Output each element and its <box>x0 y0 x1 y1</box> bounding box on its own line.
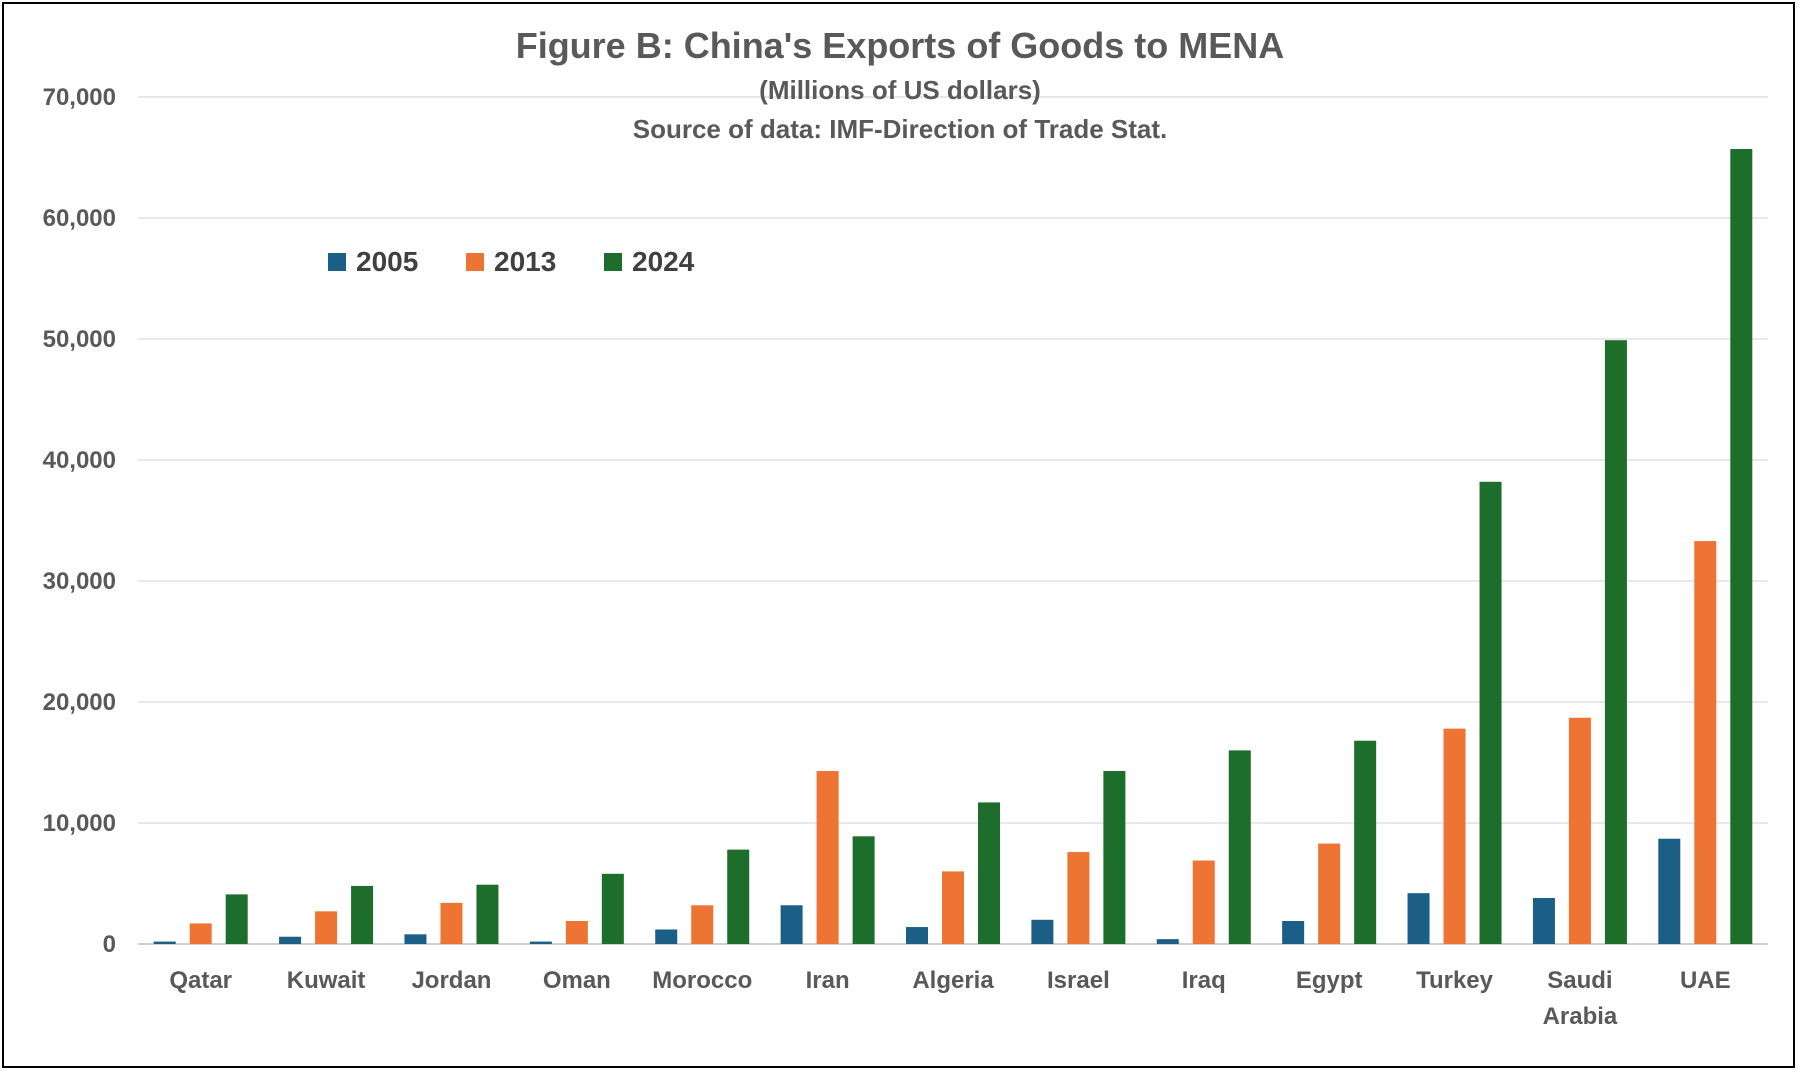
x-tick-label: Morocco <box>652 967 752 994</box>
y-tick-label: 60,000 <box>43 205 116 232</box>
legend-swatch-2013 <box>466 253 484 271</box>
y-tick-label: 50,000 <box>43 326 116 353</box>
bar-2013-jordan <box>440 902 463 944</box>
bar-2005-jordan <box>404 934 427 944</box>
bar-2013-algeria <box>942 871 964 944</box>
bar-2024-algeria <box>978 802 1000 944</box>
legend-swatch-2005 <box>328 253 346 271</box>
y-axis-ticks: 0 10,000 20,000 30,000 40,000 50,000 60,000 70,… <box>43 84 116 958</box>
x-tick-label: Saudi Arabia <box>1543 967 1618 1030</box>
bar-2013-egypt <box>1318 843 1341 944</box>
x-axis-ticks: Qatar Kuwait Jordan Oman Morocco Iran Algeria I… <box>169 967 1730 1030</box>
bar-2024-iran <box>852 836 875 944</box>
bar-2005-iran <box>780 905 803 944</box>
bar-2013-turkey <box>1443 728 1466 944</box>
bar-2005-morocco <box>655 929 678 944</box>
bar-2005-oman <box>529 941 552 944</box>
bar-2024-kuwait <box>351 885 374 944</box>
y-tick-label: 70,000 <box>43 84 116 111</box>
bar-2024-saudi-arabia <box>1604 340 1627 945</box>
bar-2013-uae <box>1694 541 1717 944</box>
bar-2005-kuwait <box>279 936 302 944</box>
y-tick-label: 10,000 <box>43 810 116 837</box>
bar-2024-uae <box>1730 149 1753 944</box>
chart-subtitle: (Millions of US dollars) <box>759 75 1041 105</box>
legend: 2005 2013 2024 <box>328 246 695 277</box>
bars <box>153 149 1753 945</box>
y-tick-label: 30,000 <box>43 568 116 595</box>
bar-2005-turkey <box>1407 893 1430 944</box>
x-tick-label: Iraq <box>1182 967 1226 994</box>
chart-source: Source of data: IMF-Direction of Trade S… <box>633 114 1168 144</box>
bar-2005-algeria <box>906 927 928 944</box>
x-tick-label: Kuwait <box>287 967 366 994</box>
bar-2024-qatar <box>225 894 248 944</box>
bar-2024-iraq <box>1228 750 1251 944</box>
bar-2005-israel <box>1031 919 1054 944</box>
gridlines <box>138 96 1768 945</box>
bar-2024-morocco <box>727 849 750 944</box>
bar-2013-israel <box>1067 852 1090 944</box>
bar-2024-jordan <box>476 884 499 944</box>
bar-2013-kuwait <box>315 911 338 944</box>
bar-2013-saudi-arabia <box>1568 717 1591 944</box>
x-tick-label: Turkey <box>1416 967 1494 994</box>
bar-2005-iraq <box>1156 939 1179 944</box>
bar-2005-saudi-arabia <box>1532 898 1555 944</box>
bar-2013-oman <box>565 921 588 944</box>
bar-2005-egypt <box>1282 921 1305 944</box>
legend-label-2013: 2013 <box>494 246 556 277</box>
bar-2024-egypt <box>1354 740 1377 944</box>
x-tick-label: Qatar <box>169 967 232 994</box>
legend-swatch-2024 <box>604 253 622 271</box>
y-tick-label: 0 <box>103 931 116 958</box>
legend-label-2005: 2005 <box>356 246 418 277</box>
x-tick-label: Egypt <box>1296 967 1363 994</box>
x-tick-label: Jordan <box>411 967 491 994</box>
legend-label-2024: 2024 <box>632 246 695 277</box>
y-tick-label: 20,000 <box>43 689 116 716</box>
bar-2013-iraq <box>1192 860 1215 944</box>
x-tick-label: UAE <box>1680 967 1731 994</box>
bar-2005-qatar <box>153 941 176 944</box>
x-tick-label: Israel <box>1047 967 1110 994</box>
bar-2024-turkey <box>1479 481 1502 944</box>
bar-2013-qatar <box>189 923 212 944</box>
x-tick-label: Algeria <box>912 967 994 994</box>
x-tick-label: Iran <box>806 967 850 994</box>
bar-2013-iran <box>816 770 839 944</box>
y-tick-label: 40,000 <box>43 447 116 474</box>
bar-2005-uae <box>1658 838 1681 944</box>
chart-canvas: 0 10,000 20,000 30,000 40,000 50,000 60,000 70,… <box>43 25 1768 1030</box>
chart-title: Figure B: China's Exports of Goods to ME… <box>516 25 1285 66</box>
bar-2013-morocco <box>691 905 714 944</box>
bar-2024-oman <box>601 873 624 944</box>
x-tick-label: Oman <box>543 967 611 994</box>
bar-2024-israel <box>1103 770 1126 944</box>
